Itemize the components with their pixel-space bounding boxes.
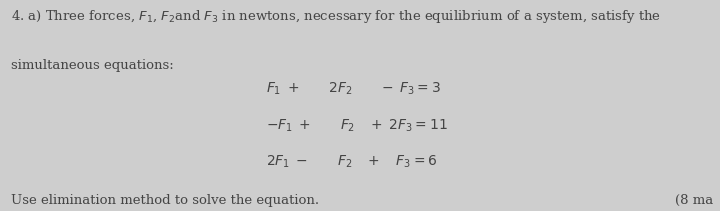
Text: (8 ma: (8 ma [675,194,713,207]
Text: simultaneous equations:: simultaneous equations: [11,59,174,72]
Text: $-F_1\;+\qquad F_2\quad +\;2F_3=11$: $-F_1\;+\qquad F_2\quad +\;2F_3=11$ [266,117,448,134]
Text: 4. a) Three forces, $F_1$, $F_2$and $F_3$ in newtons, necessary for the equilibr: 4. a) Three forces, $F_1$, $F_2$and $F_3… [11,8,661,26]
Text: Use elimination method to solve the equation.: Use elimination method to solve the equa… [11,194,319,207]
Text: $2F_1\;-\qquad F_2\quad +\quad F_3=6$: $2F_1\;-\qquad F_2\quad +\quad F_3=6$ [266,154,438,170]
Text: $F_1\;+\qquad 2F_2\qquad -\;F_3=3$: $F_1\;+\qquad 2F_2\qquad -\;F_3=3$ [266,80,441,97]
